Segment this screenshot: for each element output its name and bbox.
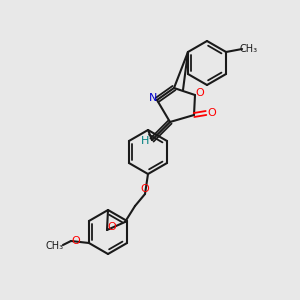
Text: N: N — [149, 93, 157, 103]
Text: O: O — [196, 88, 204, 98]
Text: O: O — [72, 236, 80, 246]
Text: H: H — [141, 136, 149, 146]
Text: CH₃: CH₃ — [46, 241, 64, 251]
Text: O: O — [208, 108, 216, 118]
Text: O: O — [108, 222, 116, 232]
Text: O: O — [141, 184, 149, 194]
Text: CH₃: CH₃ — [240, 44, 258, 54]
